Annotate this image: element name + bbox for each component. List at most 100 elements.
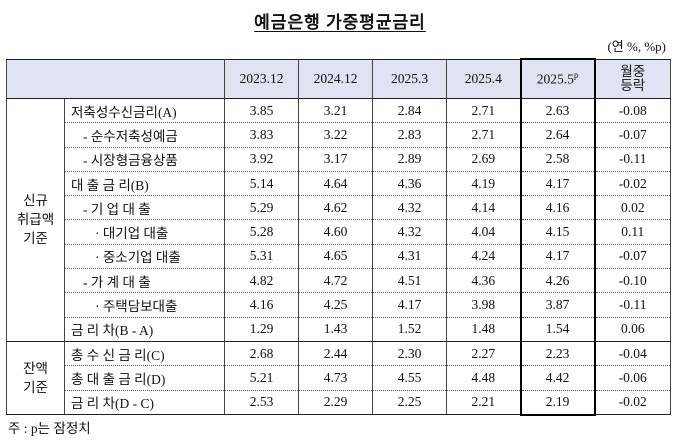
- header-text: 2025.4: [464, 70, 502, 86]
- cell-value: 3.87: [519, 292, 596, 318]
- cell-value: 2.19: [519, 390, 596, 416]
- row-label: · 주택담보대출: [64, 292, 225, 318]
- cell-value: -0.07: [594, 122, 671, 148]
- cell-value: 2.27: [446, 341, 521, 367]
- table-row: - 가 계 대 출 4.82 4.72 4.51 4.36 4.26 -0.10: [7, 268, 671, 294]
- group-line: 취급액: [16, 212, 55, 228]
- cell-value: 4.25: [298, 292, 373, 318]
- row-label: - 가 계 대 출: [64, 268, 225, 294]
- cell-value: 4.14: [446, 195, 521, 221]
- group-line: 기준: [23, 380, 48, 396]
- column-header: 2024.12: [298, 58, 373, 99]
- row-label: 저축성수신금리(A): [64, 98, 225, 124]
- column-header: 2025.4: [446, 58, 521, 99]
- table-row: · 중소기업 대출 5.31 4.65 4.31 4.24 4.17 -0.07: [7, 244, 671, 270]
- cell-value: 4.64: [298, 171, 373, 197]
- cell-value: 1.29: [224, 317, 299, 342]
- cell-value: 2.44: [298, 341, 373, 367]
- cell-value: 4.36: [372, 171, 447, 197]
- row-label: - 시장형금융상품: [64, 147, 225, 172]
- cell-value: 1.43: [298, 317, 373, 342]
- cell-value: -0.10: [594, 268, 671, 294]
- cell-value: -0.02: [594, 171, 671, 197]
- cell-value: 5.28: [224, 219, 299, 245]
- cell-value: 2.30: [372, 341, 447, 367]
- group-line: 기준: [23, 231, 48, 247]
- header-blank: [6, 58, 225, 99]
- header-text: 2024.12: [313, 70, 358, 86]
- cell-value: 1.52: [372, 317, 447, 342]
- cell-value: 2.71: [446, 122, 521, 148]
- cell-value: -0.11: [594, 292, 671, 318]
- cell-value: 3.83: [224, 122, 299, 148]
- table-row: 금 리 차(D - C) 2.53 2.29 2.25 2.21 2.19 -0.02: [7, 390, 671, 416]
- cell-value: 2.58: [519, 147, 596, 172]
- cell-value: 2.64: [519, 122, 596, 148]
- group-line: 신규: [23, 193, 48, 209]
- cell-value: 4.17: [519, 244, 596, 270]
- table-row: · 주택담보대출 4.16 4.25 4.17 3.98 3.87 -0.11: [7, 292, 671, 318]
- cell-value: 3.17: [298, 147, 373, 172]
- cell-value: 0.11: [594, 219, 671, 245]
- header-line: 월중: [620, 63, 646, 79]
- table-row: 총 대 출 금 리(D) 5.21 4.73 4.55 4.48 4.42 -0.06: [7, 365, 671, 391]
- note: 주 : p는 잠정치: [8, 421, 91, 436]
- cell-value: 2.25: [372, 390, 447, 416]
- row-label: 총 대 출 금 리(D): [64, 365, 225, 391]
- cell-value: 2.71: [446, 98, 521, 124]
- rate-table: 2023.12 2024.12 2025.3 2025.4 2025.5p 월중 등락 신규…: [6, 58, 671, 416]
- header-line: 등락: [620, 77, 646, 93]
- cell-value: 4.19: [446, 171, 521, 197]
- cell-value: 2.68: [224, 341, 299, 367]
- cell-value: 2.21: [446, 390, 521, 416]
- header-text: 2025.3: [390, 70, 429, 86]
- column-header: 2023.12: [224, 58, 299, 99]
- header-row: 2023.12 2024.12 2025.3 2025.4 2025.5p 월중 등락: [6, 58, 671, 99]
- table-row: 금 리 차(B - A) 1.29 1.43 1.52 1.48 1.54 0.06: [7, 317, 671, 342]
- cell-value: 2.63: [519, 98, 596, 124]
- row-label: 대 출 금 리(B): [64, 171, 225, 197]
- table-row: - 순수저축성예금 3.83 3.22 2.83 2.71 2.64 -0.07: [7, 122, 671, 148]
- table-row: - 시장형금융상품 3.92 3.17 2.89 2.69 2.58 -0.11: [7, 147, 671, 172]
- column-header: 2025.5p: [519, 58, 596, 99]
- cell-value: 4.65: [298, 244, 373, 270]
- cell-value: 4.15: [519, 219, 596, 245]
- cell-value: 3.92: [224, 147, 299, 172]
- table-row: 대 출 금 리(B) 5.14 4.64 4.36 4.19 4.17 -0.02: [7, 171, 671, 197]
- cell-value: 4.04: [446, 219, 521, 245]
- cell-value: 4.31: [372, 244, 447, 270]
- row-label: 금 리 차(B - A): [64, 317, 225, 342]
- cell-value: -0.06: [594, 365, 671, 391]
- cell-value: 4.42: [519, 365, 596, 391]
- cell-value: 2.69: [446, 147, 521, 172]
- row-label: 금 리 차(D - C): [64, 390, 225, 416]
- cell-value: 2.53: [224, 390, 299, 416]
- cell-value: 4.62: [298, 195, 373, 221]
- cell-value: -0.07: [594, 244, 671, 270]
- table-row: 잔액 기준 총 수 신 금 리(C) 2.68 2.44 2.30 2.27 2.23 -0.0…: [6, 341, 671, 416]
- unit: (연 %, %p): [607, 39, 666, 54]
- cell-value: 4.82: [224, 268, 299, 294]
- cell-value: -0.02: [594, 390, 671, 416]
- cell-value: 4.17: [519, 171, 596, 197]
- cell-value: 4.32: [372, 219, 447, 245]
- cell-value: 4.16: [224, 292, 299, 318]
- cell-value: 4.51: [372, 268, 447, 294]
- cell-value: 2.23: [519, 341, 596, 367]
- header-text: 2023.12: [239, 70, 284, 86]
- cell-value: 5.14: [224, 171, 299, 197]
- cell-value: -0.08: [594, 98, 671, 124]
- cell-value: 3.85: [224, 98, 299, 124]
- cell-value: 1.48: [446, 317, 521, 342]
- group-label: 잔액 기준: [6, 341, 65, 416]
- cell-value: 4.48: [446, 365, 521, 391]
- cell-value: 4.16: [519, 195, 596, 221]
- cell-value: 1.54: [519, 317, 596, 342]
- table-header: 2023.12 2024.12 2025.3 2025.4 2025.5p 월중 등락: [6, 58, 671, 99]
- cell-value: 3.22: [298, 122, 373, 148]
- cell-value: 2.83: [372, 122, 447, 148]
- cell-value: 4.32: [372, 195, 447, 221]
- table-row: 신규 취급액 기준 저축성수신금리(A) 3.85 3.21 2.84 2.71 2.63 -0.…: [6, 98, 671, 342]
